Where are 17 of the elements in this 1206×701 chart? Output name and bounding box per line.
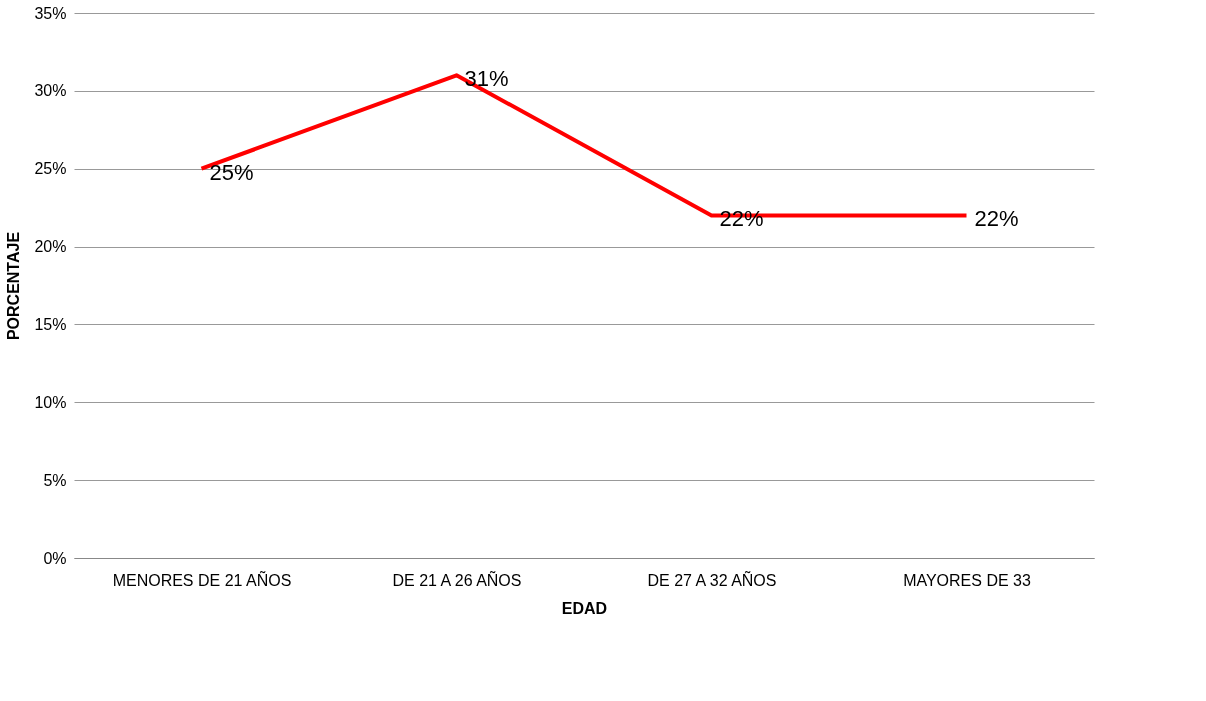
data-label: 25%	[209, 159, 254, 185]
x-tick-label: MAYORES DE 33	[903, 571, 1031, 589]
data-label: 31%	[464, 66, 509, 92]
y-tick-label: 25%	[34, 160, 67, 178]
x-tick-label: DE 21 A 26 AÑOS	[392, 569, 522, 589]
y-tick-label: 10%	[34, 393, 67, 411]
y-tick-label: 20%	[34, 238, 67, 256]
x-tick-label: DE 27 A 32 AÑOS	[647, 569, 777, 589]
x-axis-title: EDAD	[561, 599, 608, 617]
y-tick-label: 5%	[43, 471, 67, 489]
y-axis-title: PORCENTAJE	[5, 231, 23, 341]
x-tick-label: MENORES DE 21 AÑOS	[112, 569, 292, 589]
y-tick-label: 15%	[34, 315, 67, 333]
data-label: 22%	[974, 206, 1019, 232]
y-tick-label: 35%	[34, 4, 67, 22]
y-tick-label: 0%	[43, 549, 67, 567]
y-tick-label: 30%	[34, 82, 67, 100]
